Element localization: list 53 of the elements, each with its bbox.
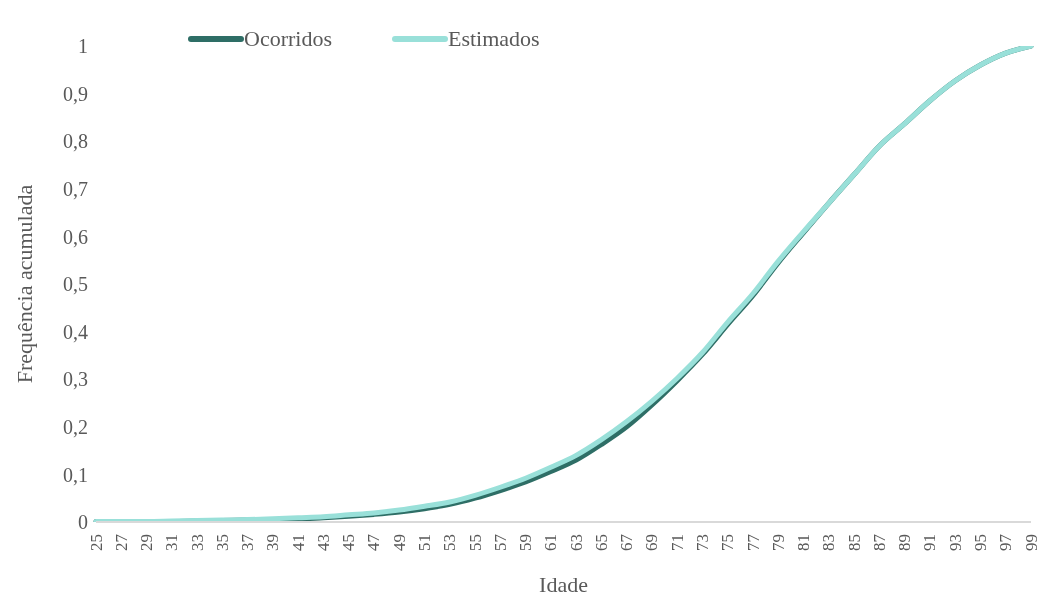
x-tick-label: 29 xyxy=(137,534,157,551)
x-tick-label: 93 xyxy=(945,534,965,551)
x-tick-label: 61 xyxy=(541,534,561,551)
x-tick-label: 99 xyxy=(1021,534,1041,551)
x-axis-title: Idade xyxy=(539,572,588,597)
x-tick-label: 89 xyxy=(895,534,915,551)
y-tick-label: 1 xyxy=(78,35,88,58)
y-tick-label: 0,3 xyxy=(63,368,88,391)
x-tick-label: 47 xyxy=(364,533,384,551)
x-tick-label: 35 xyxy=(212,534,232,551)
y-tick-label: 0,5 xyxy=(63,273,88,296)
x-tick-label: 59 xyxy=(516,534,536,551)
x-tick-label: 77 xyxy=(743,533,763,551)
x-tick-label: 79 xyxy=(768,534,788,551)
x-tick-label: 39 xyxy=(263,534,283,551)
x-tick-label: 43 xyxy=(313,534,333,551)
x-tick-label: 51 xyxy=(415,534,435,551)
x-tick-label: 27 xyxy=(111,533,131,551)
y-tick-label: 0,2 xyxy=(63,415,88,438)
y-axis-title: Frequência acumulada xyxy=(11,184,37,384)
x-tick-label: 63 xyxy=(566,534,586,551)
x-tick-label: 75 xyxy=(718,534,738,551)
y-tick-label: 0,4 xyxy=(63,320,88,343)
x-tick-label: 91 xyxy=(920,534,940,551)
x-tick-label: 67 xyxy=(617,533,637,551)
y-tick-label: 0,8 xyxy=(63,130,88,153)
y-tick-label: 0,1 xyxy=(63,463,88,486)
x-tick-label: 69 xyxy=(642,534,662,551)
y-tick-label: 0,7 xyxy=(63,177,88,200)
x-tick-label: 49 xyxy=(389,534,409,551)
x-tick-label: 33 xyxy=(187,534,207,551)
x-tick-label: 65 xyxy=(591,534,611,551)
x-tick-label: 31 xyxy=(162,534,182,551)
x-tick-label: 41 xyxy=(288,534,308,551)
x-tick-label: 95 xyxy=(970,534,990,551)
legend-label: Estimados xyxy=(447,26,540,52)
x-tick-label: 81 xyxy=(794,534,814,551)
x-tick-label: 25 xyxy=(86,534,106,551)
x-tick-label: 55 xyxy=(465,534,485,551)
y-tick-label: 0,9 xyxy=(63,82,88,105)
x-tick-label: 57 xyxy=(490,533,510,551)
x-tick-label: 37 xyxy=(238,533,258,551)
x-tick-label: 45 xyxy=(339,534,359,551)
x-tick-label: 83 xyxy=(819,534,839,551)
x-tick-label: 53 xyxy=(440,534,460,551)
legend-label: Ocorridos xyxy=(244,26,332,52)
x-tick-label: 97 xyxy=(996,533,1016,551)
y-tick-label: 0 xyxy=(78,511,88,534)
x-tick-label: 87 xyxy=(869,533,889,551)
x-tick-label: 71 xyxy=(667,534,687,551)
y-tick-label: 0,6 xyxy=(63,225,88,248)
x-tick-label: 73 xyxy=(692,534,712,551)
x-tick-label: 85 xyxy=(844,534,864,551)
